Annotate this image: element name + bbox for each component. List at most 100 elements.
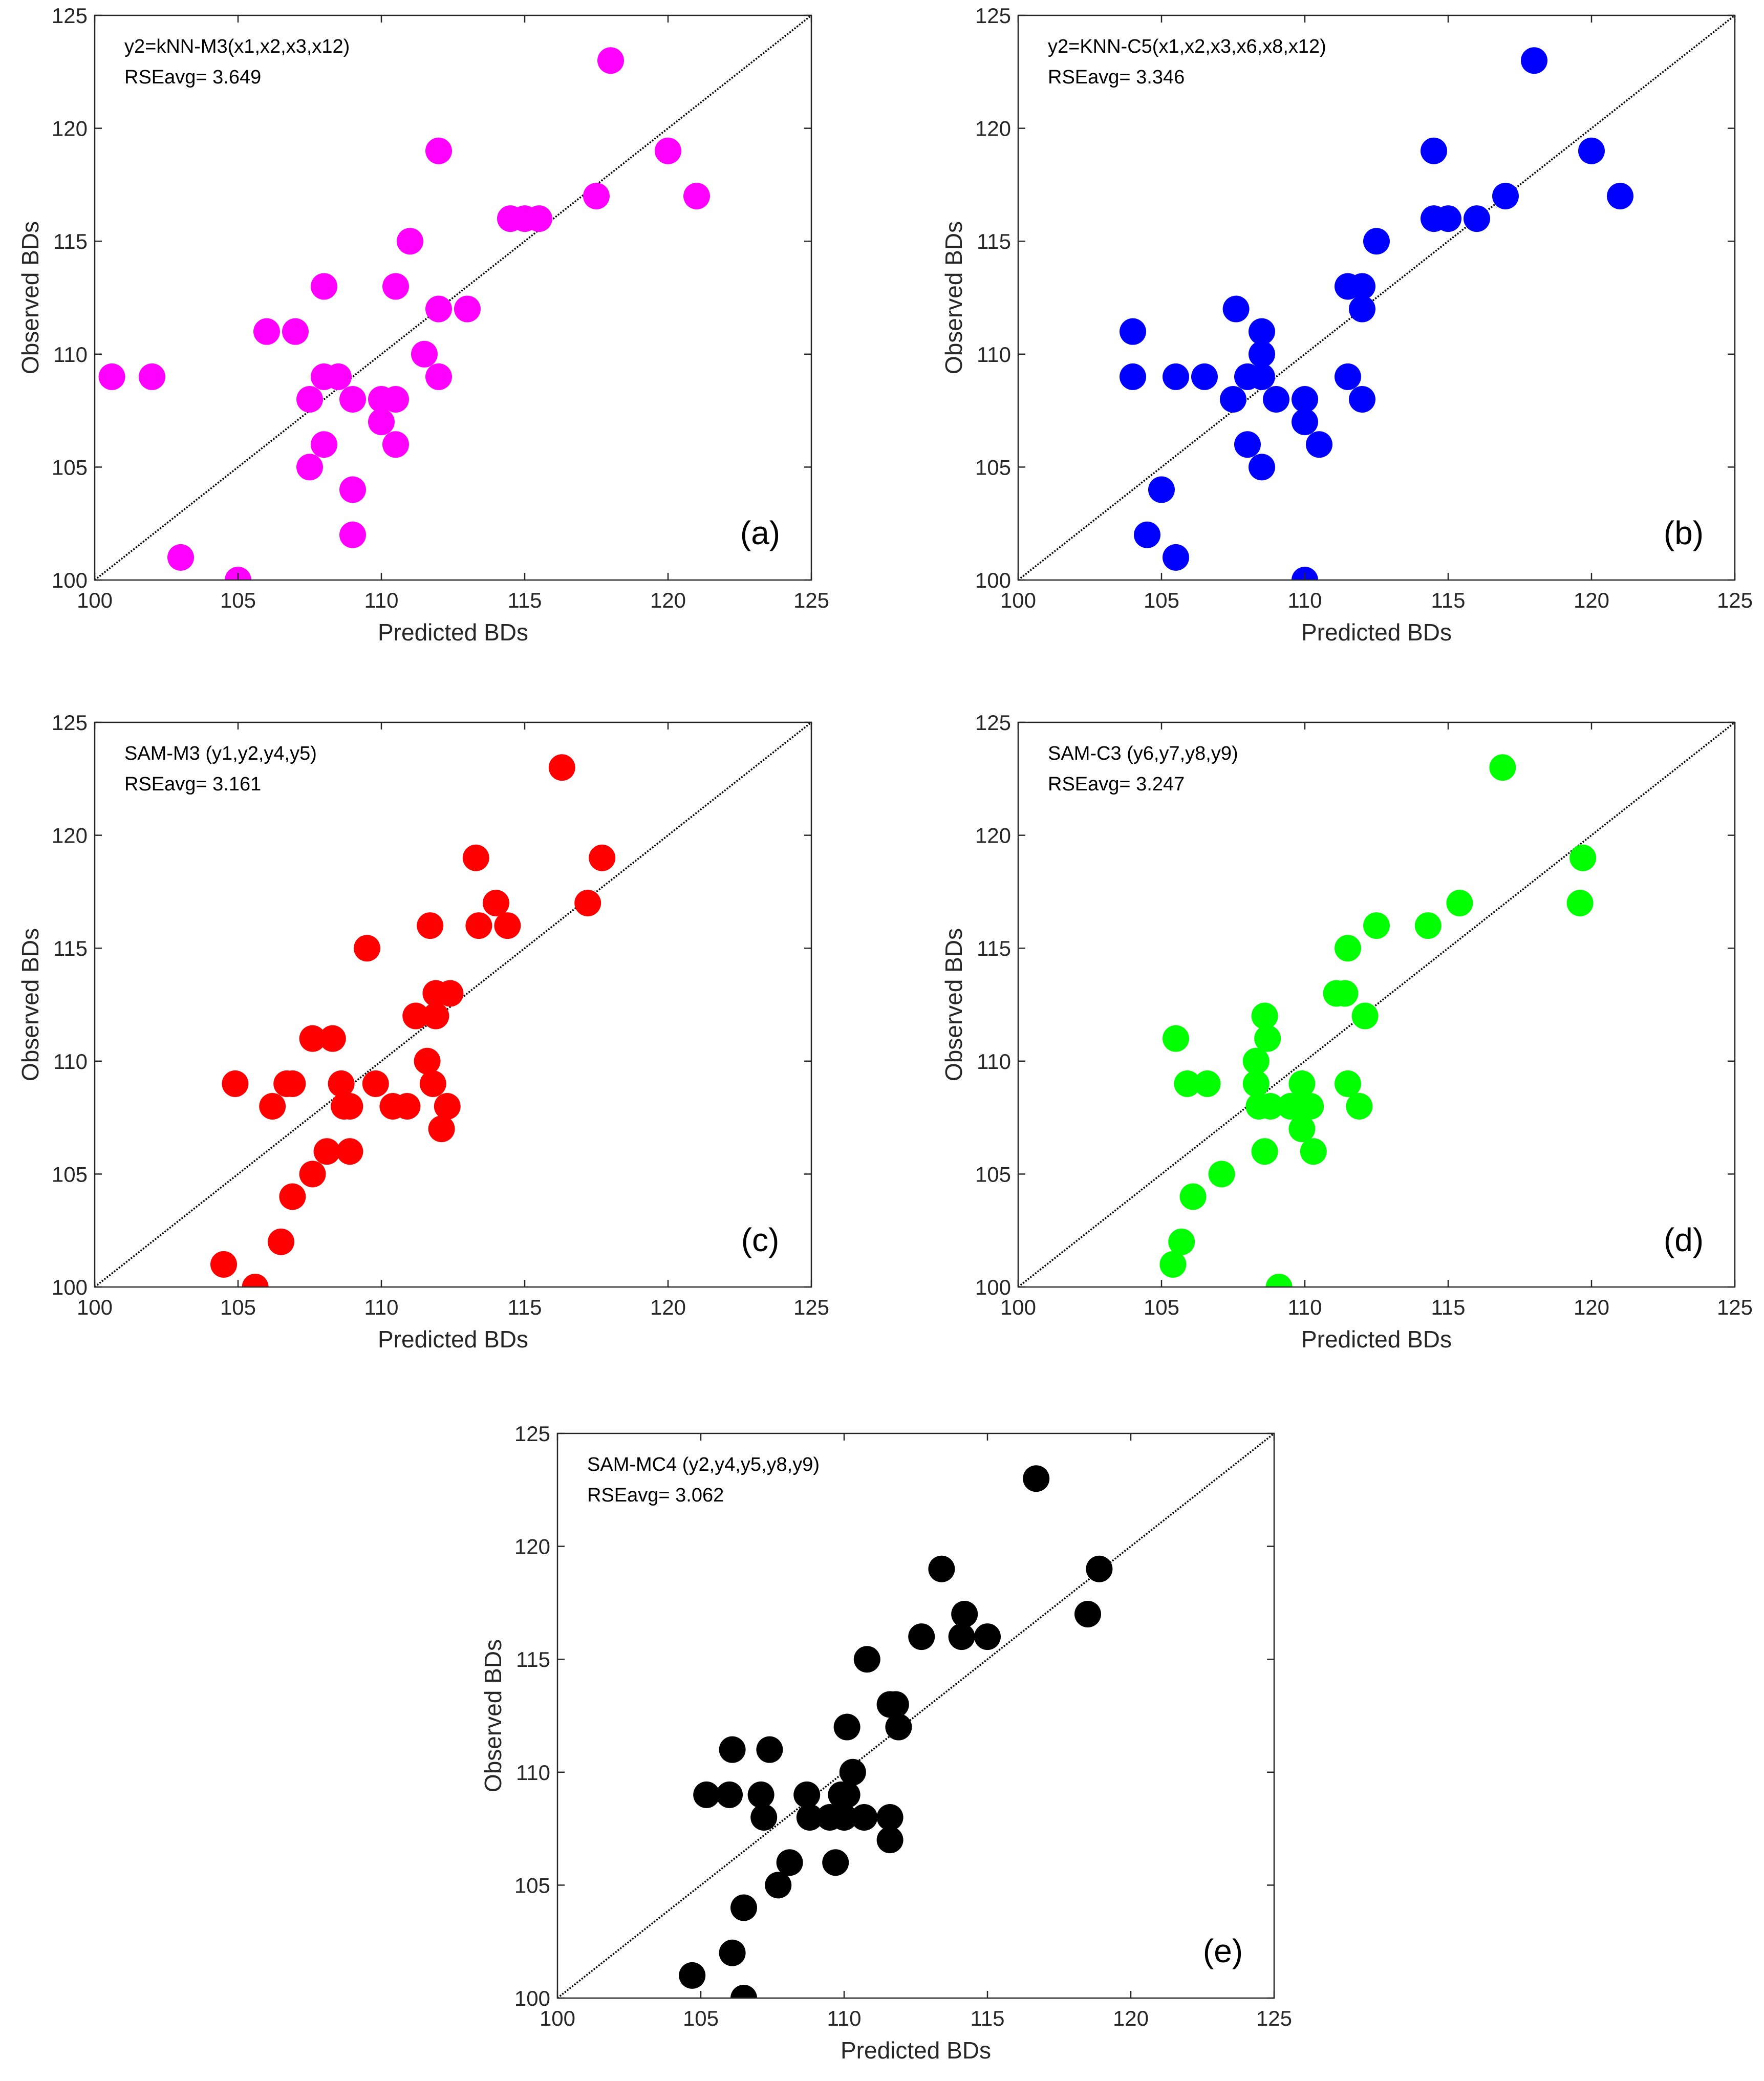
scatter-panel-a: 100 105 110 115 120 125 100 105 110 115 120 125 Pred… — [17, 4, 829, 646]
y-tick-label: 115 — [53, 936, 88, 960]
x-axis-title: Predicted BDs — [1301, 619, 1452, 646]
y-tick-label: 105 — [52, 1162, 88, 1186]
data-point — [279, 1070, 306, 1097]
data-point — [1134, 521, 1160, 548]
x-tick-label: 115 — [1431, 588, 1466, 612]
x-tick-label: 110 — [364, 588, 399, 612]
data-point — [1120, 318, 1146, 345]
data-point — [1346, 1093, 1373, 1120]
data-point — [1251, 1002, 1278, 1029]
scatter-panel-e: 100 105 110 115 120 125 100 105 110 115 120 125 Pred… — [480, 1422, 1292, 2064]
x-tick-label: 110 — [1288, 588, 1322, 612]
data-point — [296, 454, 323, 481]
data-point — [483, 889, 509, 916]
data-point — [1265, 1274, 1293, 1287]
data-point — [1191, 363, 1218, 390]
data-point — [1163, 363, 1189, 390]
data-point — [1234, 431, 1261, 458]
data-point — [1163, 1025, 1189, 1052]
data-point — [1349, 386, 1375, 413]
x-tick-label: 115 — [971, 2006, 1005, 2030]
x-tick-label: 115 — [508, 1295, 542, 1319]
y-tick-label: 100 — [975, 1275, 1011, 1299]
x-tick-label: 125 — [1717, 1295, 1753, 1319]
data-point — [222, 1070, 249, 1097]
axes-box — [94, 721, 812, 1288]
data-point — [1242, 1047, 1270, 1075]
data-point — [425, 295, 452, 323]
data-point — [1023, 1465, 1050, 1492]
rse-label: RSEavg= 3.062 — [587, 1485, 724, 1506]
data-point — [339, 521, 366, 548]
data-point — [1263, 386, 1289, 413]
data-point — [1249, 363, 1275, 390]
data-point — [1297, 1093, 1324, 1120]
data-point — [253, 318, 280, 345]
data-point — [948, 1623, 975, 1650]
data-point — [242, 1274, 269, 1287]
y-axis-title: Observed BDs — [480, 1639, 506, 1792]
data-point — [411, 340, 438, 368]
data-point — [1194, 1070, 1221, 1097]
data-points — [98, 47, 710, 580]
data-point — [597, 47, 624, 74]
x-tick-label: 105 — [1144, 588, 1179, 612]
data-points — [1159, 754, 1597, 1287]
data-point — [833, 1781, 861, 1808]
data-point — [796, 1804, 823, 1831]
data-point — [730, 1985, 757, 1998]
data-point — [339, 386, 366, 413]
data-point — [425, 137, 452, 164]
data-points — [210, 754, 616, 1287]
data-point — [574, 889, 601, 916]
plot-area — [1018, 722, 1735, 1287]
x-tick-label: 100 — [77, 1295, 113, 1319]
x-axis-title: Predicted BDs — [1301, 1326, 1452, 1353]
data-point — [776, 1849, 803, 1876]
data-point — [1566, 889, 1594, 916]
x-axis-title: Predicted BDs — [378, 619, 528, 646]
data-point — [719, 1939, 746, 1966]
data-point — [851, 1804, 878, 1831]
data-point — [1086, 1555, 1113, 1582]
x-tick-label: 105 — [220, 1295, 256, 1319]
data-point — [1254, 1025, 1281, 1052]
data-point — [853, 1646, 880, 1673]
data-point — [1159, 1251, 1187, 1278]
data-point — [793, 1781, 821, 1808]
data-point — [1208, 1161, 1235, 1188]
data-point — [282, 318, 309, 345]
data-point — [319, 1025, 346, 1052]
data-point — [1464, 205, 1490, 232]
data-point — [394, 1093, 421, 1120]
x-tick-label: 110 — [1288, 1295, 1322, 1319]
data-point — [951, 1600, 978, 1627]
data-point — [1148, 476, 1175, 503]
model-label: y2=kNN-M3(x1,x2,x3,x12) — [124, 36, 350, 57]
data-point — [1242, 1070, 1270, 1097]
y-tick-label: 110 — [53, 1049, 88, 1074]
data-point — [1569, 844, 1597, 871]
y-tick-label: 105 — [975, 455, 1011, 479]
data-point — [1607, 182, 1633, 209]
axes-box — [1017, 14, 1736, 581]
y-tick-label: 125 — [52, 711, 88, 735]
data-point — [1331, 980, 1359, 1007]
data-point — [1578, 137, 1605, 164]
x-tick-label: 125 — [793, 1295, 829, 1319]
data-point — [1174, 1070, 1201, 1097]
x-tick-label: 100 — [1000, 588, 1036, 612]
y-tick-label: 120 — [52, 824, 88, 848]
x-axis-title: Predicted BDs — [378, 1326, 528, 1353]
data-point — [397, 228, 423, 255]
data-point — [382, 386, 409, 413]
data-point — [765, 1872, 792, 1899]
y-tick-label: 125 — [975, 4, 1011, 28]
data-point — [1074, 1600, 1101, 1627]
data-point — [1492, 182, 1519, 209]
data-point — [1300, 1138, 1327, 1165]
data-point — [831, 1804, 857, 1831]
data-point — [1521, 47, 1547, 74]
data-point — [268, 1228, 294, 1255]
